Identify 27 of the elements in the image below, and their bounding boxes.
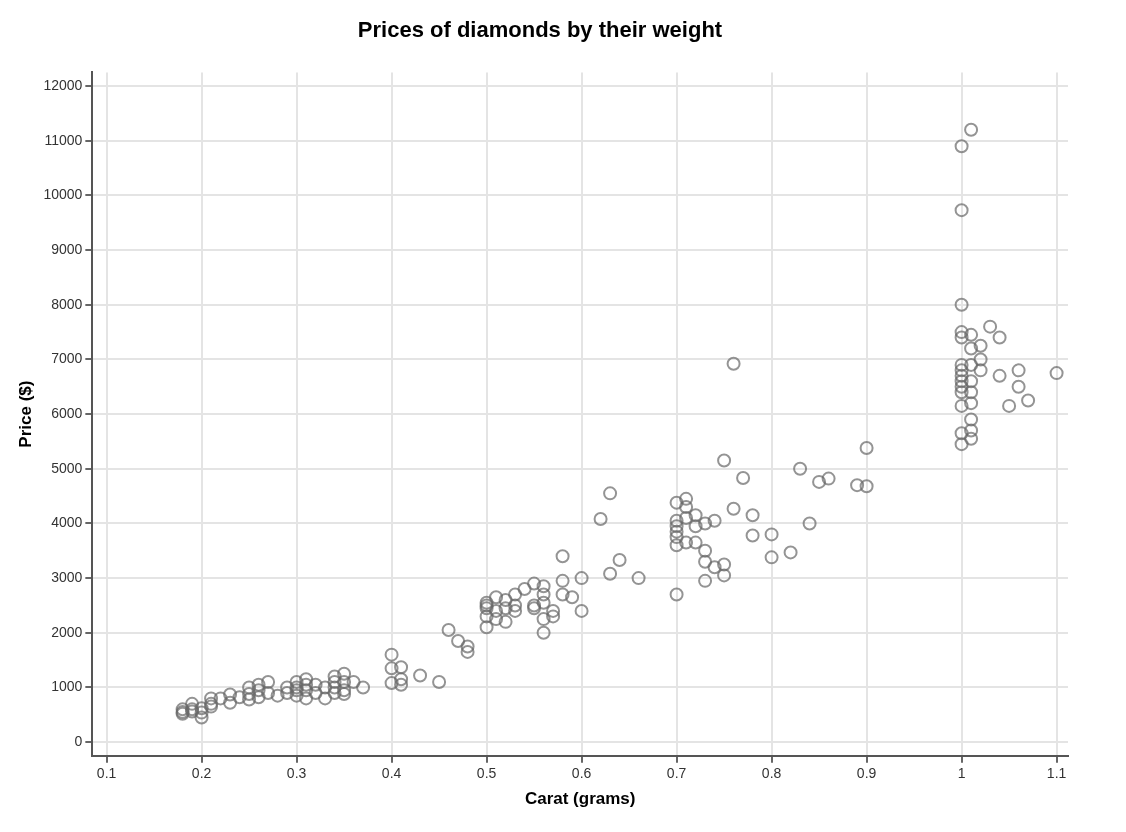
y-tick-label: 1000: [51, 678, 83, 695]
y-tick-label: 5000: [51, 459, 83, 476]
y-tick-label: 8000: [51, 295, 83, 312]
y-tick-label: 11000: [44, 131, 83, 148]
x-tick-label: 0.8: [761, 765, 782, 782]
x-tick-label: 0.4: [381, 765, 402, 782]
y-tick-label: 7000: [51, 350, 83, 367]
x-tick-label: 0.5: [476, 765, 497, 782]
x-tick-label: 0.6: [571, 765, 592, 782]
x-tick-label: 0.2: [191, 765, 212, 782]
x-tick-label: 1.1: [1046, 765, 1067, 782]
x-tick-label: 0.3: [286, 765, 307, 782]
x-axis-title: Carat (grams): [524, 789, 636, 809]
x-tick-label: 0.1: [96, 765, 117, 782]
y-tick-label: 2000: [51, 623, 83, 640]
x-tick-label: 0.9: [856, 765, 877, 782]
x-tick-label: 0.7: [666, 765, 687, 782]
y-tick-label: 10000: [43, 186, 83, 203]
x-tick-label: 1: [957, 765, 966, 782]
y-tick-label: 6000: [51, 404, 83, 421]
y-tick-label: 3000: [51, 568, 83, 585]
y-tick-label: 0: [74, 732, 83, 749]
y-tick-label: 12000: [43, 76, 83, 93]
y-tick-label: 9000: [51, 240, 83, 257]
y-axis-title: Price ($): [15, 380, 35, 448]
y-tick-label: 4000: [51, 514, 83, 531]
chart-title: Prices of diamonds by their weight: [357, 17, 723, 43]
